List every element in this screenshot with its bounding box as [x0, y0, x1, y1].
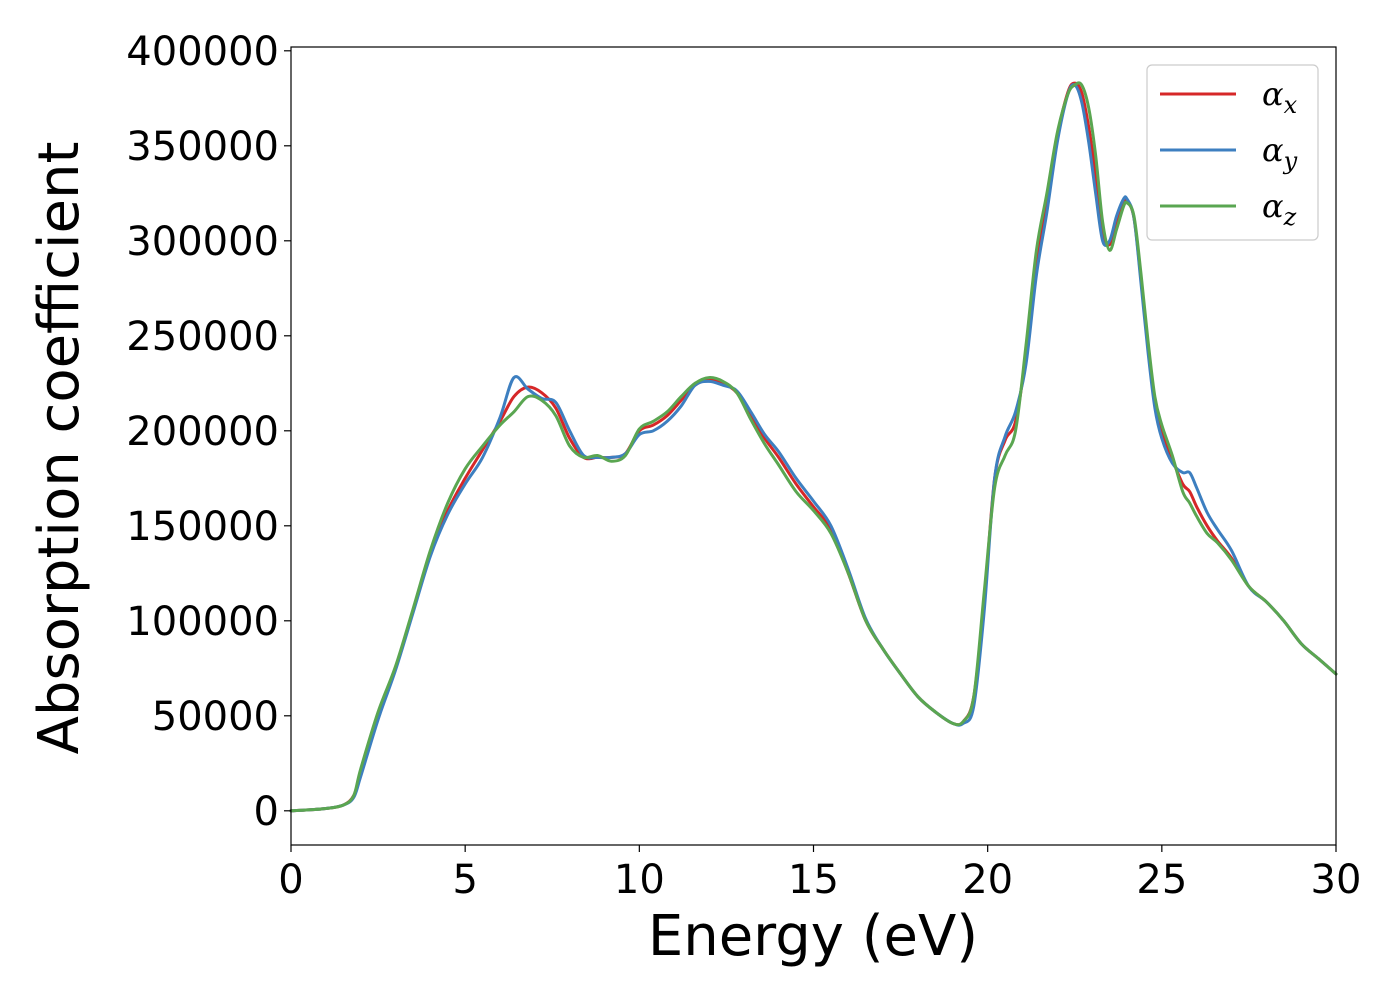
legend-label-3: αz [1262, 187, 1297, 231]
y-tick-label: 0 [254, 789, 279, 835]
x-tick-label: 30 [1311, 857, 1362, 903]
y-tick-label: 100000 [126, 599, 279, 645]
y-axis: 0 50000 100000 150000 200000 250000 300000 3500… [126, 29, 291, 835]
y-tick-label: 200000 [126, 409, 279, 455]
x-axis: 0 5 10 15 20 25 30 [278, 845, 1361, 903]
legend-label-1: αx [1262, 75, 1298, 119]
x-tick-label: 0 [278, 857, 303, 903]
y-tick-label: 400000 [126, 29, 279, 75]
x-tick-label: 25 [1136, 857, 1187, 903]
plot-frame [290, 46, 1337, 846]
x-tick-label: 5 [452, 857, 477, 903]
y-tick-label: 150000 [126, 504, 279, 550]
x-tick-label: 15 [788, 857, 839, 903]
y-tick-label: 250000 [126, 314, 279, 360]
x-axis-title: Energy (eV) [648, 904, 978, 969]
legend-box [1146, 64, 1319, 241]
y-tick-label: 350000 [126, 124, 279, 170]
y-tick-label: 300000 [126, 219, 279, 265]
y-tick-label: 50000 [152, 694, 279, 740]
legend: αx αy αz [1146, 64, 1319, 241]
x-tick-label: 10 [614, 857, 665, 903]
series-line-3 [289, 81, 1338, 813]
legend-label-2: αy [1262, 131, 1298, 175]
plot-area [289, 81, 1338, 813]
x-tick-label: 20 [962, 857, 1013, 903]
y-axis-title: Absorption coefficient [27, 142, 92, 755]
